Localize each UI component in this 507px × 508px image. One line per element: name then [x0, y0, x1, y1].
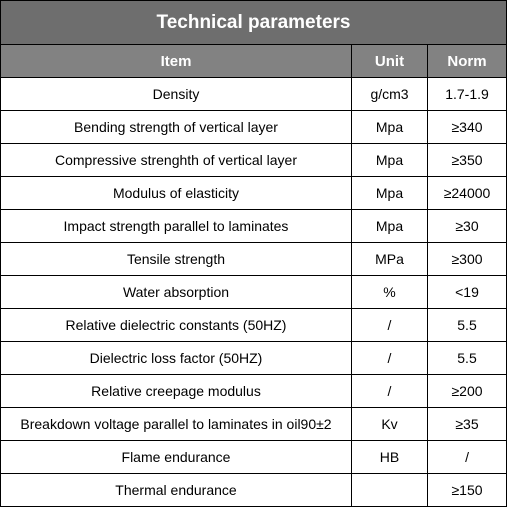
table-cell: Dielectric loss factor (50HZ)	[0, 341, 352, 375]
table-row: Bending strength of vertical layer Mpa ≥34…	[0, 110, 507, 144]
table-cell: HB	[351, 440, 428, 474]
table-cell: g/cm3	[351, 77, 428, 111]
table-row: Flame endurance HB /	[0, 440, 507, 474]
table-row: Breakdown voltage parallel to laminates …	[0, 407, 507, 441]
table-row: Relative creepage modulus / ≥200	[0, 374, 507, 408]
table-row: Relative dielectric constants (50HZ)/5.5	[0, 308, 507, 342]
table-cell: /	[351, 374, 428, 408]
table-cell	[351, 473, 428, 507]
table-cell: 1.7-1.9	[426, 77, 507, 111]
table-cell: <19	[426, 275, 507, 309]
table-cell: Relative dielectric constants (50HZ)	[0, 308, 352, 342]
table-body: Density g/cm3 1.7-1.9 Bending strength of v…	[0, 77, 507, 507]
table-cell: Tensile strength	[0, 242, 352, 276]
table-cell: Breakdown voltage parallel to laminates …	[0, 407, 352, 441]
table-cell: /	[351, 341, 428, 375]
table-cell: Flame endurance	[0, 440, 352, 474]
table-cell: ≥350	[426, 143, 507, 177]
table-row: Dielectric loss factor (50HZ)/5.5	[0, 341, 507, 375]
column-header: Unit	[351, 44, 428, 78]
table-cell: Mpa	[351, 110, 428, 144]
table-cell: %	[351, 275, 428, 309]
table-cell: Density	[0, 77, 352, 111]
table-cell: 5.5	[426, 341, 507, 375]
table-row: Impact strength parallel to laminates Mpa…	[0, 209, 507, 243]
table-cell: Mpa	[351, 176, 428, 210]
table-cell: Thermal endurance	[0, 473, 352, 507]
table-cell: Impact strength parallel to laminates	[0, 209, 352, 243]
table-cell: Modulus of elasticity	[0, 176, 352, 210]
table-cell: Relative creepage modulus	[0, 374, 352, 408]
table-cell: Compressive strenghth of vertical layer	[0, 143, 352, 177]
table-cell: ≥24000	[426, 176, 507, 210]
table-cell: Bending strength of vertical layer	[0, 110, 352, 144]
header-row: Item Unit Norm	[0, 44, 507, 78]
table-row: Thermal endurance ≥150	[0, 473, 507, 507]
table-cell: Mpa	[351, 143, 428, 177]
table-cell: /	[426, 440, 507, 474]
table-row: Compressive strenghth of vertical layer M…	[0, 143, 507, 177]
table-cell: ≥200	[426, 374, 507, 408]
table-cell: ≥35	[426, 407, 507, 441]
table-cell: Water absorption	[0, 275, 352, 309]
table-cell: ≥340	[426, 110, 507, 144]
table-cell: Mpa	[351, 209, 428, 243]
table-row: Modulus of elasticity Mpa ≥24000	[0, 176, 507, 210]
table-cell: ≥150	[426, 473, 507, 507]
table-row: Density g/cm3 1.7-1.9	[0, 77, 507, 111]
table-row: Tensile strength MPa ≥300	[0, 242, 507, 276]
table-cell: ≥30	[426, 209, 507, 243]
column-header: Norm	[426, 44, 507, 78]
table-cell: 5.5	[426, 308, 507, 342]
table-cell: ≥300	[426, 242, 507, 276]
column-header: Item	[0, 44, 352, 78]
table-cell: Kv	[351, 407, 428, 441]
table-title: Technical parameters	[0, 0, 507, 45]
table-row: Water absorption% <19	[0, 275, 507, 309]
table-cell: /	[351, 308, 428, 342]
table-cell: MPa	[351, 242, 428, 276]
